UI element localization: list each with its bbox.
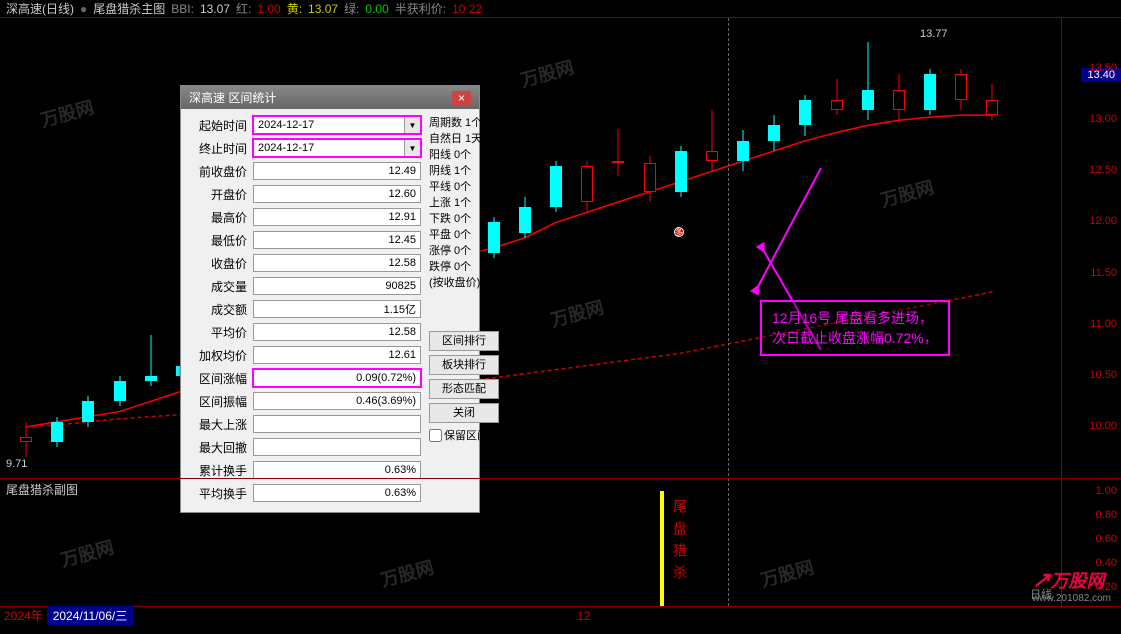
ytick: 12.50 — [1089, 164, 1117, 176]
side-stat: 下跌 0个 — [429, 211, 499, 227]
ytick: 13.00 — [1089, 113, 1117, 125]
side-stat: (按收盘价) — [429, 275, 499, 291]
sub-title: 尾盘猎杀副图 — [6, 481, 78, 498]
dialog-button[interactable]: 关闭 — [429, 403, 499, 423]
stat-row: 累计换手 — [189, 460, 421, 480]
ytick: 12.00 — [1089, 215, 1117, 227]
chart-header: 深高速(日线) ● 尾盘猎杀主图 BBI: 13.07 红: 1.00 黄: 1… — [0, 0, 1121, 18]
keep-range-checkbox[interactable] — [429, 429, 442, 442]
signal-label: 尾盘猎杀 — [670, 499, 690, 587]
stat-row: 开盘价 — [189, 184, 421, 204]
ytick: 13.50 — [1089, 62, 1117, 74]
dialog-button[interactable]: 区间排行 — [429, 331, 499, 351]
stat-value — [253, 323, 421, 341]
side-stat: 周期数 1个 — [429, 115, 499, 131]
ytick: 10.50 — [1089, 369, 1117, 381]
stat-row: 区间涨幅 — [189, 368, 421, 388]
stat-row: 最高价 — [189, 207, 421, 227]
dropdown-icon[interactable]: ▼ — [405, 116, 421, 134]
stat-value — [253, 208, 421, 226]
side-stat: 涨停 0个 — [429, 243, 499, 259]
date-input[interactable] — [253, 116, 405, 134]
stat-value — [253, 254, 421, 272]
stat-value — [253, 277, 421, 295]
stat-value — [253, 438, 421, 456]
side-stat: 平线 0个 — [429, 179, 499, 195]
date-input[interactable] — [253, 139, 405, 157]
stat-row: 成交额 — [189, 299, 421, 319]
candlestick-chart[interactable]: 9.71 13.77 多 — [0, 18, 1060, 478]
side-stat: 阳线 0个 — [429, 147, 499, 163]
stat-value — [253, 300, 421, 318]
stat-value — [253, 415, 421, 433]
stat-row: 加权均价 — [189, 345, 421, 365]
stat-row: 前收盘价 — [189, 161, 421, 181]
date-label[interactable]: 2024/11/06/三 — [47, 606, 134, 625]
sub-ytick: 0.60 — [1096, 533, 1117, 545]
stat-value — [253, 346, 421, 364]
side-stat: 阴线 1个 — [429, 163, 499, 179]
stat-row: 最大回撤 — [189, 437, 421, 457]
year-label: 2024年 — [4, 607, 43, 624]
dialog-button[interactable]: 板块排行 — [429, 355, 499, 375]
dropdown-icon[interactable]: ▼ — [405, 139, 421, 157]
high-price-label: 13.77 — [920, 28, 948, 40]
side-stat: 跌停 0个 — [429, 259, 499, 275]
ytick: 10.00 — [1089, 420, 1117, 432]
time-axis: 2024年 2024/11/06/三 12 — [0, 606, 1121, 624]
dialog-titlebar[interactable]: 深高速 区间统计 × — [181, 86, 479, 109]
side-stat: 上涨 1个 — [429, 195, 499, 211]
indicator-name: 尾盘猎杀主图 — [93, 0, 165, 17]
stat-row: 成交量 — [189, 276, 421, 296]
sub-ytick: 1.00 — [1096, 485, 1117, 497]
stat-value — [253, 369, 421, 387]
range-stats-dialog[interactable]: 深高速 区间统计 × 起始时间▼ 终止时间▼ 前收盘价开盘价最高价最低价收盘价成交量… — [180, 85, 480, 513]
ytick: 11.50 — [1090, 267, 1117, 279]
stat-row: 终止时间▼ — [189, 138, 421, 158]
watermark-logo: ↗万股网 www.201082.com — [1032, 567, 1111, 604]
sub-ytick: 0.80 — [1096, 509, 1117, 521]
annotation-box: 12月16号 尾盘看多进场， 次日截止收盘涨幅0.72%， — [760, 300, 950, 356]
dialog-button[interactable]: 形态匹配 — [429, 379, 499, 399]
stat-row: 区间振幅 — [189, 391, 421, 411]
stat-value — [253, 162, 421, 180]
month-label: 12 — [577, 609, 590, 623]
side-stat: 自然日 1天 — [429, 131, 499, 147]
stat-row: 收盘价 — [189, 253, 421, 273]
price-axis: 13.40 10.0010.5011.0011.5012.0012.5013.0… — [1061, 18, 1121, 478]
ytick: 11.00 — [1090, 318, 1117, 330]
stat-row: 起始时间▼ — [189, 115, 421, 135]
sub-chart[interactable]: 尾盘猎杀副图 尾盘猎杀 日线 — [0, 478, 1060, 606]
stat-value — [253, 392, 421, 410]
close-icon[interactable]: × — [452, 91, 471, 105]
low-price-label: 9.71 — [6, 458, 27, 470]
stat-value — [253, 231, 421, 249]
side-stat: 平盘 0个 — [429, 227, 499, 243]
stat-value — [253, 461, 421, 479]
stock-title: 深高速(日线) — [6, 0, 74, 17]
stat-value — [253, 185, 421, 203]
stat-row: 最大上涨 — [189, 414, 421, 434]
signal-bar — [660, 491, 664, 607]
stat-row: 最低价 — [189, 230, 421, 250]
stat-row: 平均价 — [189, 322, 421, 342]
